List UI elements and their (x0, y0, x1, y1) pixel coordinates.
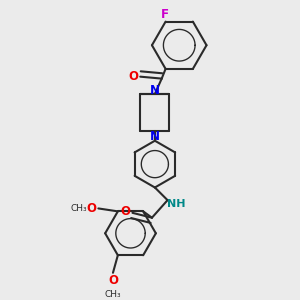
Text: F: F (160, 8, 169, 21)
Text: O: O (108, 274, 118, 287)
Text: CH₃: CH₃ (70, 204, 87, 213)
Text: N: N (150, 130, 160, 143)
Text: O: O (128, 70, 138, 83)
Text: NH: NH (167, 199, 186, 209)
Text: O: O (121, 206, 130, 218)
Text: N: N (150, 84, 160, 97)
Text: CH₃: CH₃ (105, 290, 121, 299)
Text: O: O (86, 202, 97, 215)
